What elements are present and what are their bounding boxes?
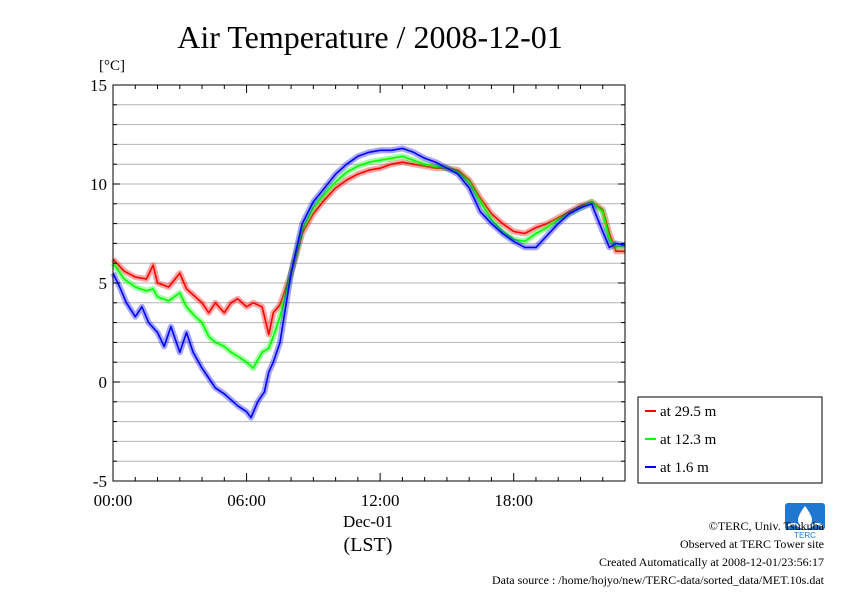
chart-title: Air Temperature / 2008-12-01	[177, 19, 563, 55]
x-axis: 00:00 06:00 12:00 18:00	[94, 85, 626, 510]
x-tick-label: 18:00	[494, 491, 533, 510]
x-tick-label: 12:00	[361, 491, 400, 510]
x-tick-label: 00:00	[94, 491, 133, 510]
x-axis-label: (LST)	[344, 534, 393, 556]
x-tick-label: 06:00	[227, 491, 266, 510]
plot-lines	[110, 145, 626, 421]
y-axis: -5 0 5 10 15	[90, 76, 625, 491]
y-tick-label: 0	[99, 373, 108, 392]
logo-text: TERC	[794, 531, 816, 539]
credit-copyright: ©TERC, Univ. Tsukuba	[708, 519, 824, 533]
series-1-line	[112, 155, 626, 369]
legend-label: at 12.3 m	[660, 432, 717, 448]
x-axis-date-label: Dec-01	[343, 512, 393, 531]
legend-box	[637, 396, 823, 484]
y-tick-label: 15	[90, 76, 107, 95]
series-2-line	[112, 147, 626, 419]
credit-created: Created Automatically at 2008-12-01/23:5…	[599, 555, 824, 569]
grid	[113, 104, 625, 462]
y-axis-label: [°C]	[99, 58, 125, 74]
legend-label: at 29.5 m	[660, 404, 717, 420]
legend: at 29.5 m at 12.3 m at 1.6 m	[637, 396, 823, 484]
y-tick-label: 5	[99, 274, 108, 293]
y-tick-label: 10	[90, 175, 107, 194]
y-tick-label: -5	[93, 472, 107, 491]
legend-label: at 1.6 m	[660, 460, 709, 476]
credit-observed: Observed at TERC Tower site	[679, 537, 824, 551]
terc-logo-icon: TERC	[785, 503, 825, 539]
credit-source: Data source : /home/hojyo/new/TERC-data/…	[491, 573, 824, 587]
series-0-line	[112, 161, 625, 336]
